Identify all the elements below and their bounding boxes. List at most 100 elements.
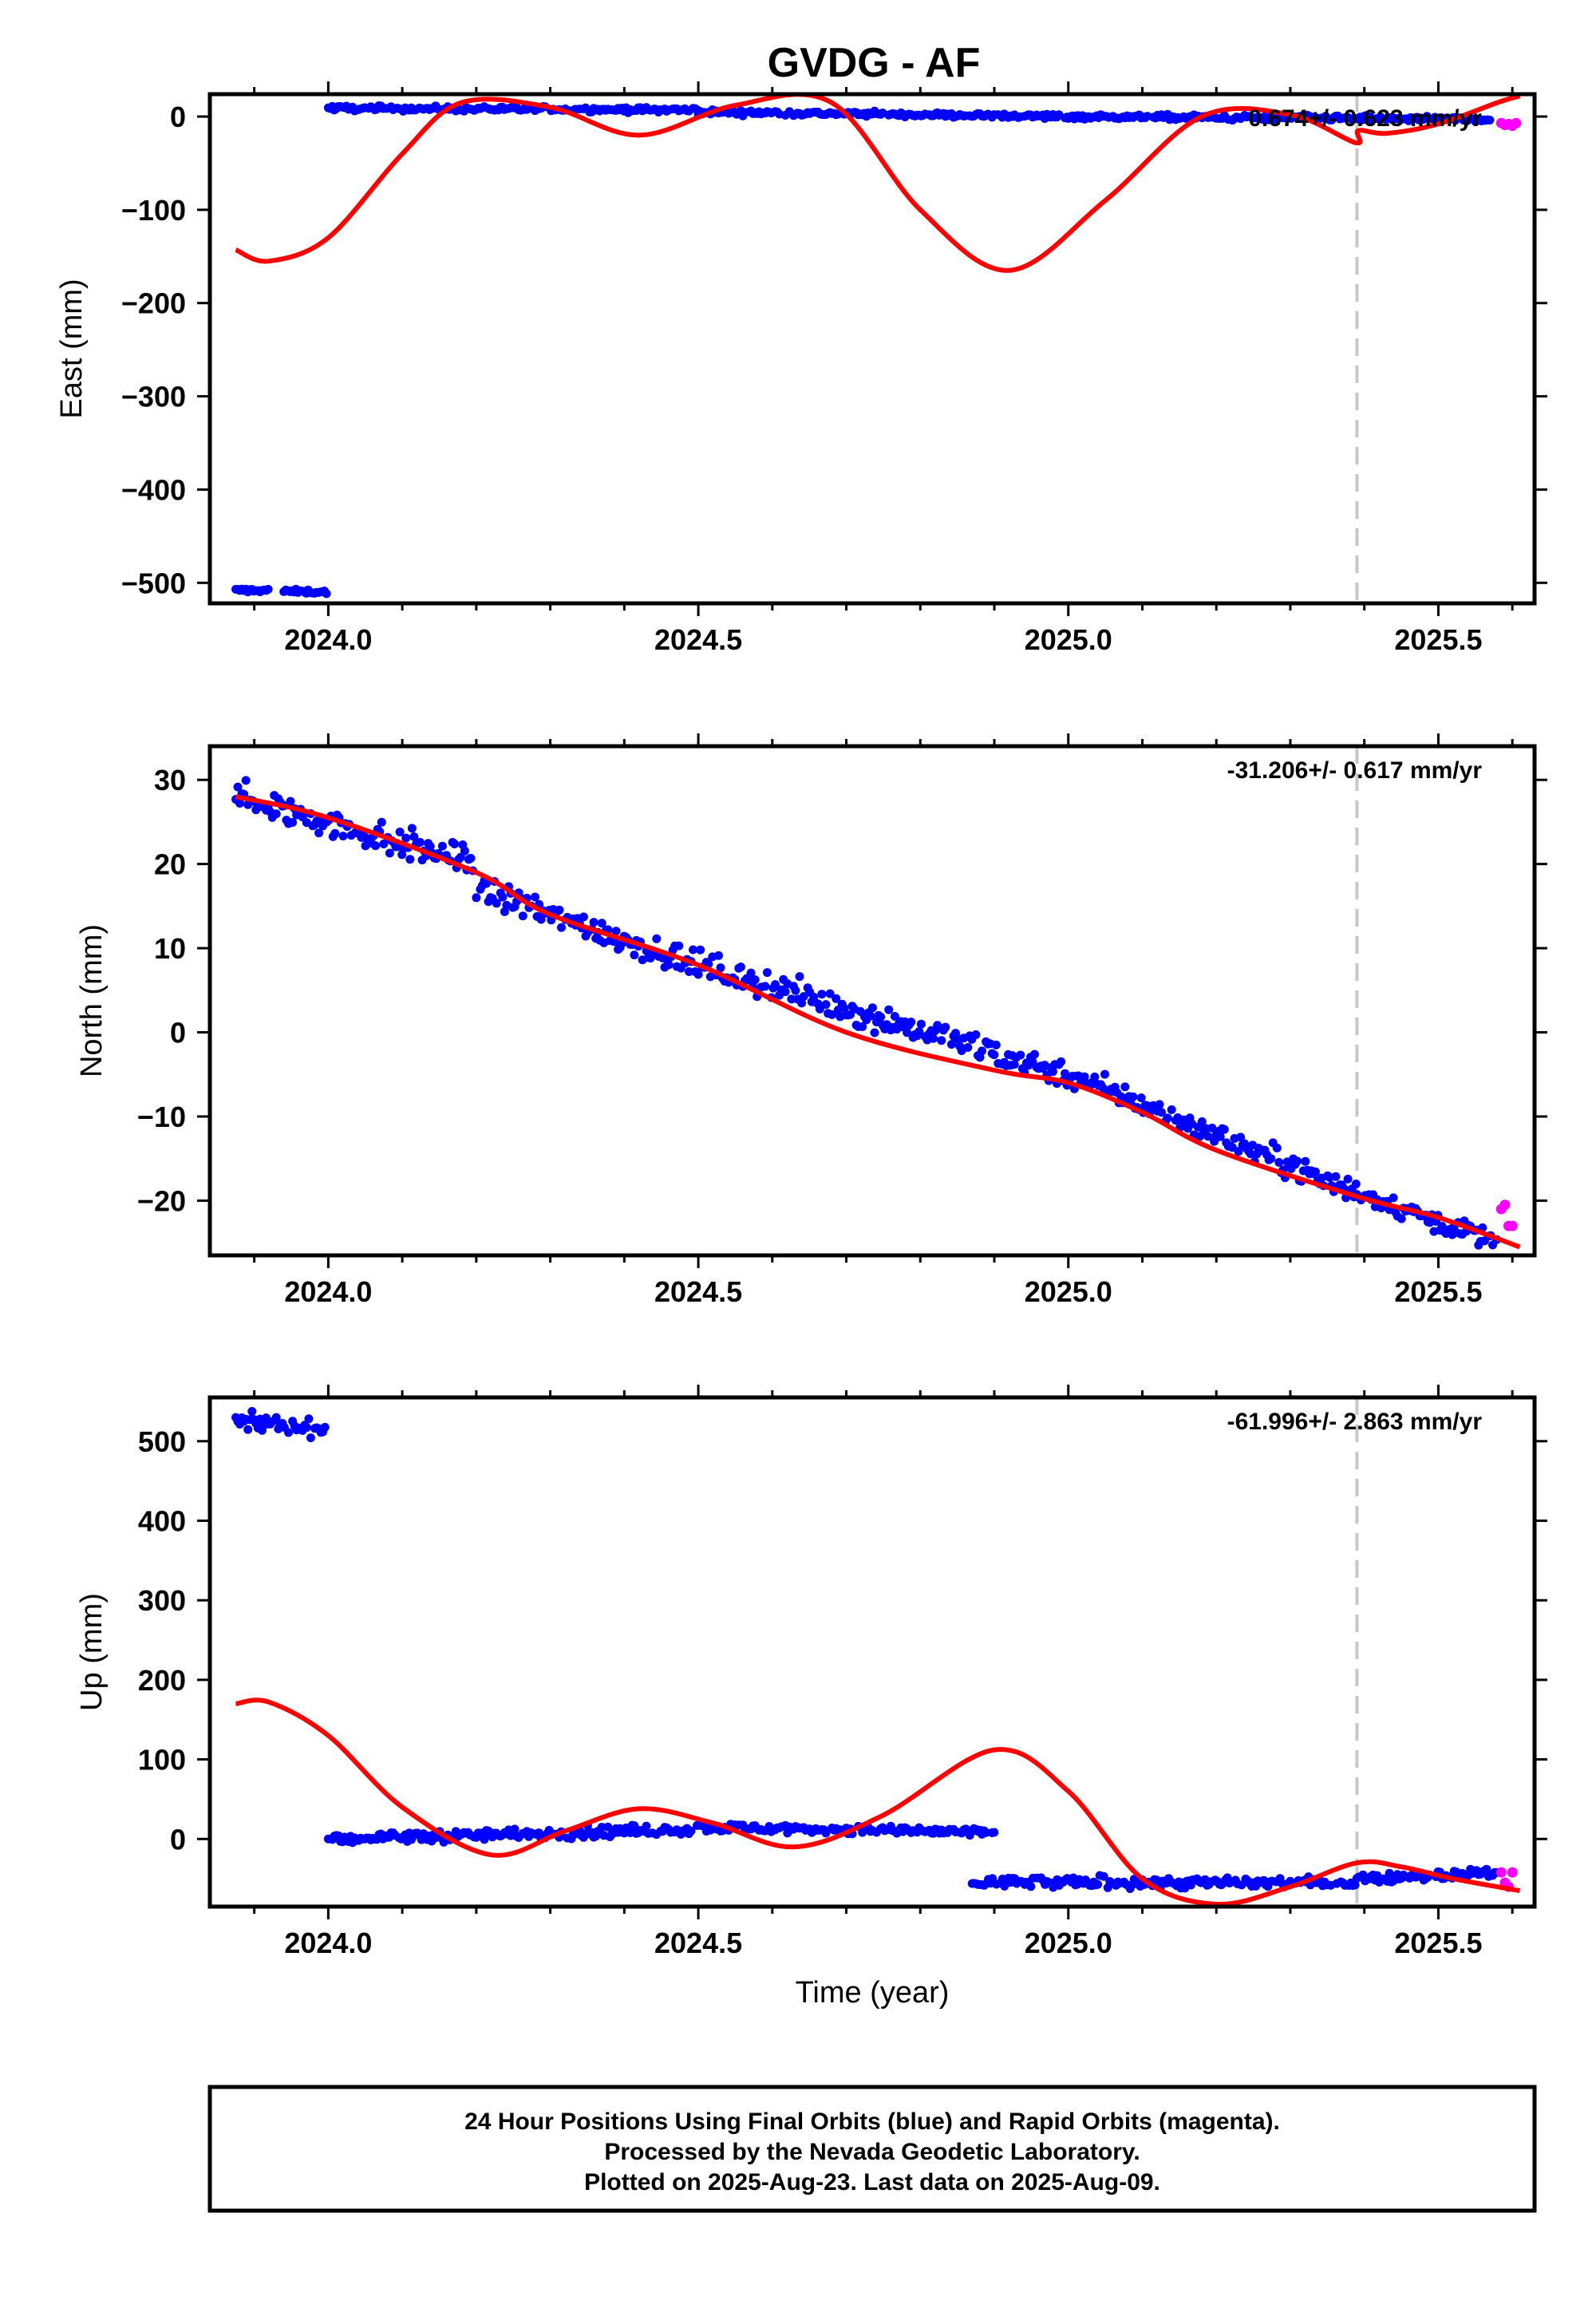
north-final-point [685, 967, 693, 976]
east-x-tick-label: 2025.5 [1394, 623, 1482, 656]
north-y-axis-label: North (mm) [75, 924, 109, 1077]
north-final-point [466, 853, 476, 863]
east-final-point [322, 589, 331, 599]
north-final-point [876, 1012, 886, 1022]
north-model-curve [235, 794, 1521, 1250]
north-final-point [971, 1030, 981, 1039]
north-final-point [1266, 1154, 1276, 1164]
up-y-tick-label: 300 [138, 1584, 186, 1617]
north-final-point [1234, 1147, 1243, 1156]
north-final-point [1343, 1174, 1353, 1184]
north-final-point [941, 1022, 950, 1032]
north-final-point [929, 1034, 938, 1043]
north-final-point [611, 927, 621, 936]
north-final-point [1163, 1113, 1172, 1123]
east-rate-label: 0.674+/- 0.623 mm/yr [1248, 105, 1482, 132]
north-final-point [795, 972, 804, 982]
north-final-point [241, 776, 251, 785]
north-y-tick-label: 0 [170, 1017, 186, 1049]
north-final-point [1246, 1149, 1255, 1159]
north-final-point [536, 915, 546, 924]
up-final-point [271, 1413, 281, 1422]
north-final-point [1203, 1132, 1213, 1141]
north-final-point [1272, 1144, 1282, 1152]
north-x-tick-label: 2025.5 [1394, 1275, 1482, 1308]
north-final-point [903, 1028, 912, 1037]
north-final-point [1009, 1060, 1019, 1069]
north-final-point [1120, 1082, 1130, 1092]
north-final-point [832, 994, 841, 1003]
north-final-point [714, 951, 723, 960]
east-x-tick-label: 2024.0 [284, 623, 372, 656]
up-x-tick-label: 2025.5 [1394, 1927, 1482, 1959]
north-final-point [867, 1003, 877, 1013]
north-final-point [674, 941, 684, 951]
north-final-point [797, 998, 807, 1008]
caption-line-3: Plotted on 2025-Aug-23. Last data on 202… [584, 2169, 1160, 2195]
north-final-point [1057, 1057, 1066, 1066]
north-final-point [416, 838, 425, 847]
north-y-tick-label: −20 [137, 1184, 186, 1217]
east-y-axis-label: East (mm) [55, 279, 89, 418]
north-final-point [693, 970, 703, 979]
up-final-point [1026, 1882, 1036, 1891]
up-final-point [1350, 1880, 1360, 1890]
north-final-point [870, 1028, 879, 1037]
north-final-point [771, 980, 780, 990]
up-model-curve [235, 1697, 1521, 1907]
north-x-tick-label: 2024.5 [654, 1275, 742, 1308]
up-y-tick-label: 0 [170, 1823, 186, 1856]
north-final-point [377, 817, 386, 827]
north-rapid-points [1495, 1199, 1518, 1231]
north-final-point [425, 842, 435, 851]
up-final-point [247, 1407, 257, 1416]
north-final-point [1157, 1108, 1166, 1117]
north-final-point [978, 1046, 986, 1056]
north-final-point [288, 818, 298, 827]
up-y-axis-label: Up (mm) [75, 1593, 109, 1711]
north-final-point [916, 1019, 926, 1029]
north-final-point [652, 934, 662, 943]
up-y-tick-label: 500 [138, 1425, 186, 1458]
north-final-point [338, 832, 348, 841]
up-final-point [510, 1824, 519, 1834]
north-final-point [518, 911, 527, 921]
up-frame [207, 1395, 1537, 1909]
north-x-tick-label: 2024.0 [284, 1275, 372, 1308]
north-final-point [555, 905, 564, 915]
caption-line-1: 24 Hour Positions Using Final Orbits (bl… [464, 2109, 1280, 2135]
up-final-point [320, 1422, 330, 1432]
north-final-point [330, 828, 340, 838]
up-rate-label: -61.996+/- 2.863 mm/yr [1227, 1409, 1483, 1435]
caption-box: 24 Hour Positions Using Final Orbits (bl… [207, 2085, 1537, 2213]
north-final-point [828, 1010, 837, 1019]
up-x-axis-label: Time (year) [796, 1976, 950, 2010]
up-x-tick-label: 2024.5 [654, 1927, 742, 1959]
north-final-point [233, 782, 243, 792]
up-final-point [243, 1425, 253, 1434]
north-final-point [821, 1000, 831, 1010]
north-final-point [884, 1005, 894, 1014]
north-final-point [839, 1004, 849, 1013]
north-final-point [963, 1043, 973, 1052]
east-rapid-points [1495, 117, 1522, 132]
up-x-tick-label: 2025.0 [1025, 1927, 1112, 1959]
north-final-point [946, 1040, 956, 1049]
north-final-point [437, 841, 447, 851]
up-y-tick-label: 400 [138, 1505, 186, 1538]
north-final-point [791, 986, 800, 995]
north-final-point [817, 990, 827, 999]
north-final-point [689, 945, 697, 954]
north-y-tick-label: 30 [154, 764, 186, 796]
north-final-point [597, 919, 606, 928]
east-y-tick-label: 0 [170, 101, 186, 133]
east-frame [207, 92, 1537, 606]
north-final-point [1215, 1132, 1225, 1141]
east-x-tick-label: 2025.0 [1025, 623, 1112, 656]
north-final-point [1301, 1156, 1310, 1166]
north-final-point [407, 824, 417, 833]
up-final-point [990, 1828, 999, 1837]
up-final-point [630, 1821, 639, 1831]
caption-line-2: Processed by the Nevada Geodetic Laborat… [604, 2139, 1140, 2165]
